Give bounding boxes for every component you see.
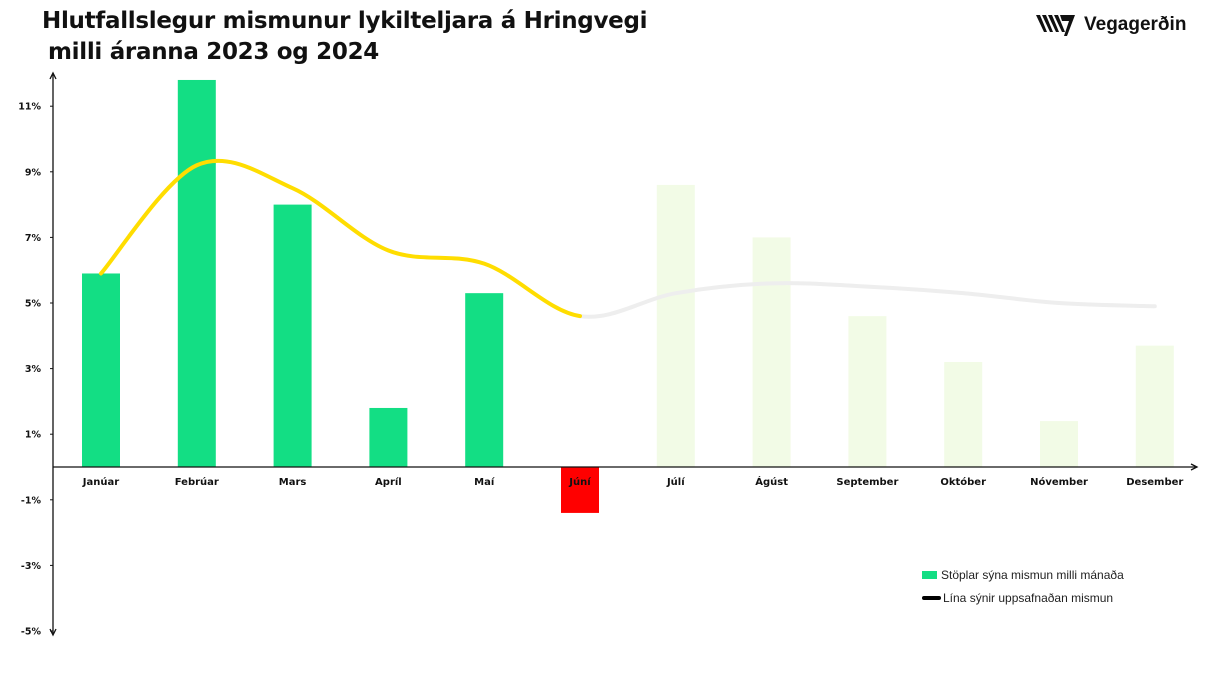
y-tick-label: 7% [25,233,42,244]
bar-2 [177,79,216,468]
bar-3 [273,204,312,467]
legend-label-bars: Stöplar sýna mismun milli mánaða [941,567,1124,582]
bar-6 [561,467,599,513]
chart-title: Hlutfallslegur mismunur lykilteljara á H… [42,6,648,68]
bar-5 [465,293,504,467]
x-tick-label: Júní [568,476,591,488]
y-tick-label: -1% [21,495,42,506]
y-tick-label: 3% [25,364,42,375]
legend-item-line: Lína sýnir uppsafnaðan mismun [922,586,1124,609]
x-tick-label: Nóvember [1030,476,1088,488]
bar-11 [1040,421,1078,467]
bar-1 [82,273,120,467]
y-tick-label: -5% [21,627,42,638]
x-tick-label: September [836,477,898,488]
bar-10 [944,362,983,467]
logo-text: Vegagerðin [1084,14,1187,35]
bar-4 [369,407,408,467]
y-tick-label: 1% [25,430,42,441]
line-actual [99,158,582,319]
x-tick-label: Janúar [82,476,119,488]
x-tick-label: Mars [279,477,307,488]
y-tick-label: 9% [25,167,42,178]
y-axis-arrow-up [49,71,57,80]
legend-item-bars: Stöplar sýna mismun milli mánaða [922,563,1124,586]
bar-12 [1135,345,1174,467]
chart-title-line-1: Hlutfallslegur mismunur lykilteljara á H… [42,8,648,34]
bar-8 [752,237,791,467]
x-tick-label: Maí [474,476,495,488]
y-tick-label: 5% [25,299,42,310]
chart-title-line-2: milli áranna 2023 og 2024 [48,39,379,65]
legend: Stöplar sýna mismun milli mánaða Lína sý… [922,563,1124,609]
legend-swatch-line [922,595,941,600]
line-forecast [578,281,1157,319]
x-tick-label: Apríl [375,476,402,488]
x-tick-label: Ágúst [755,475,788,488]
vegagerdin-logo: Vegagerðin [1036,12,1186,38]
x-tick-label: Febrúar [175,476,219,488]
legend-label-line: Lína sýnir uppsafnaðan mismun [943,590,1114,605]
legend-swatch-bars [922,570,937,579]
x-axis-arrow [1190,463,1199,471]
y-tick-label: -3% [21,561,42,572]
x-tick-label: Júlí [666,476,685,488]
bar-7 [656,184,695,468]
x-tick-label: Desember [1126,477,1183,488]
vegagerdin-stripes-logo-icon [1036,15,1075,36]
y-tick-label: 11% [18,102,41,113]
bar-9 [848,316,887,467]
x-tick-label: Október [940,476,986,488]
